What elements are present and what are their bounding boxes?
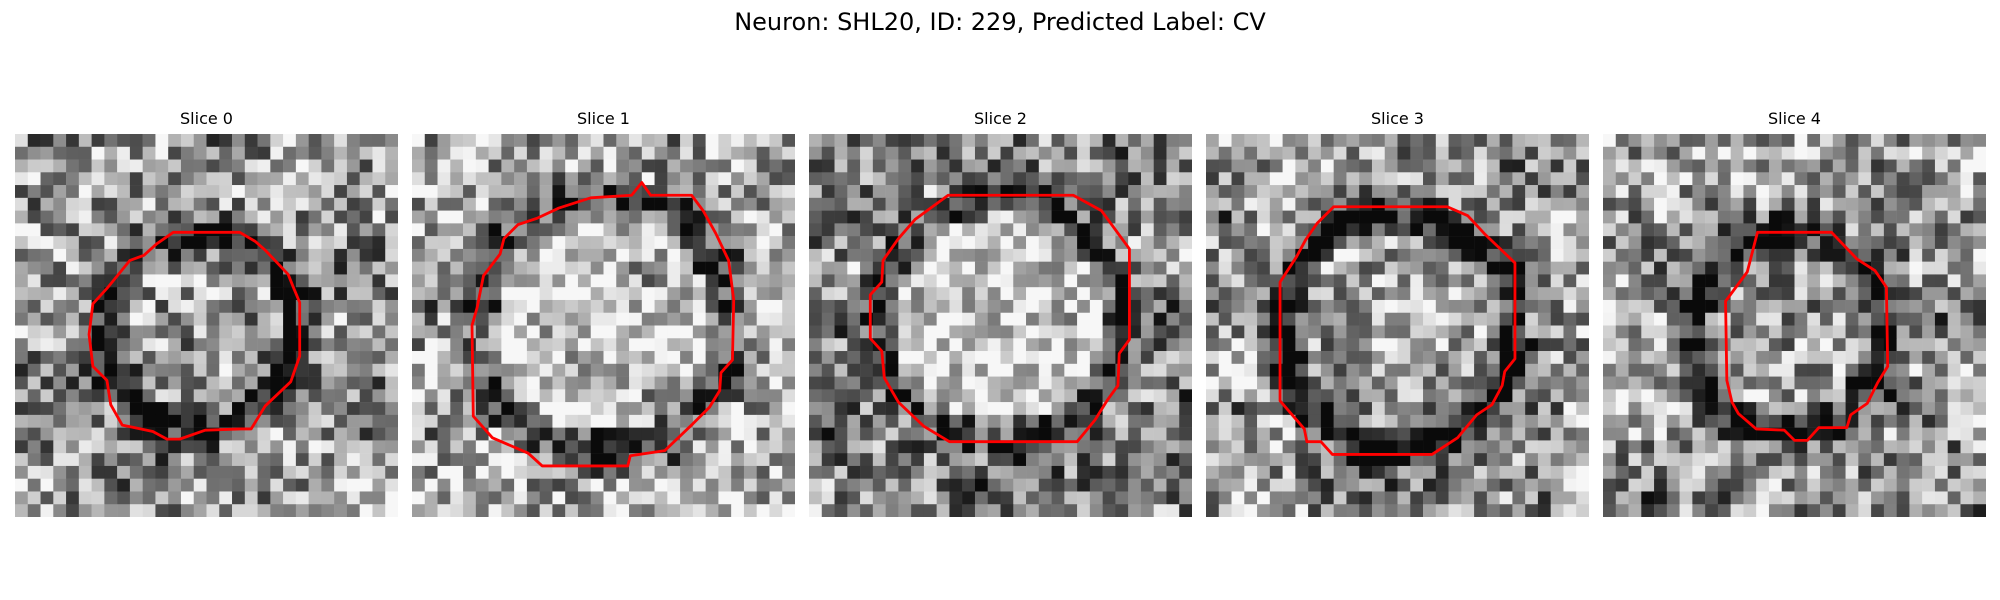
slice-panel-4: Slice 4 [1603,108,1986,522]
slice-title: Slice 2 [809,108,1192,130]
slice-panel-2: Slice 2 [809,108,1192,522]
pixel-grid [1206,134,1589,517]
slice-title: Slice 0 [15,108,398,130]
pixel-grid [809,134,1192,517]
pixel-grid [412,134,795,517]
slice-image-3 [1206,134,1589,517]
slice-panel-0: Slice 0 [15,108,398,522]
slice-image-2 [809,134,1192,517]
slice-image-4 [1603,134,1986,517]
slice-image-0 [15,134,398,517]
slice-image-1 [412,134,795,517]
slice-title: Slice 4 [1603,108,1986,130]
slice-panel-3: Slice 3 [1206,108,1589,522]
slice-title: Slice 3 [1206,108,1589,130]
pixel-grid [1603,134,1986,517]
pixel-grid [15,134,398,517]
slice-title: Slice 1 [412,108,795,130]
figure-title: Neuron: SHL20, ID: 229, Predicted Label:… [0,6,2000,38]
slice-panel-1: Slice 1 [412,108,795,522]
